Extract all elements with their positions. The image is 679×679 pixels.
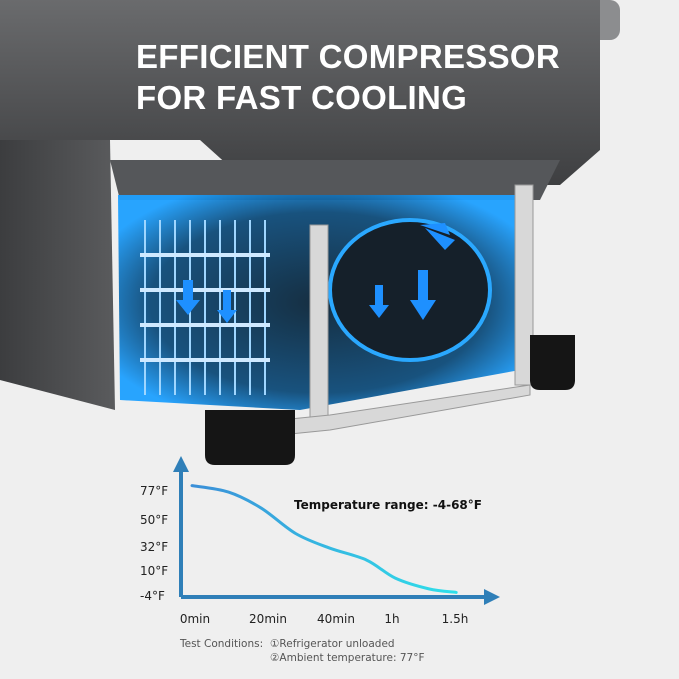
x-axis-arrow-icon	[484, 589, 500, 605]
y-tick-label: 10°F	[140, 564, 168, 578]
x-tick-label: 0min	[180, 612, 210, 626]
y-tick-label: -4°F	[140, 589, 165, 603]
test-condition-1: ①Refrigerator unloaded	[270, 638, 395, 650]
airflow-arrows	[176, 223, 455, 323]
headline-line-2: FOR FAST COOLING	[136, 79, 468, 116]
headline: EFFICIENT COMPRESSOR FOR FAST COOLING	[136, 36, 560, 118]
y-tick-label: 77°F	[140, 484, 168, 498]
cooler-foot-left	[205, 410, 295, 465]
x-tick-label: 20min	[249, 612, 287, 626]
headline-line-1: EFFICIENT COMPRESSOR	[136, 38, 561, 75]
test-condition-2: ②Ambient temperature: 77°F	[270, 652, 425, 664]
x-tick-label: 1h	[384, 612, 399, 626]
test-conditions-label: Test Conditions:	[180, 638, 264, 650]
cooler-product-image	[0, 0, 620, 465]
cooler-lid	[0, 0, 600, 185]
y-tick-label: 50°F	[140, 513, 168, 527]
cooling-chart: 77°F 50°F 32°F 10°F -4°F 0min 20min 40min 1h 1.5…	[140, 456, 500, 626]
condenser-coil	[140, 220, 270, 395]
temperature-curve	[190, 484, 458, 594]
temperature-range-annotation: Temperature range: -4-68°F	[294, 498, 482, 512]
cooler-foot-right	[530, 335, 575, 390]
y-tick-label: 32°F	[140, 540, 168, 554]
test-conditions: Test Conditions: ①Refrigerator unloaded …	[180, 637, 425, 665]
x-tick-label: 1.5h	[442, 612, 469, 626]
x-tick-label: 40min	[317, 612, 355, 626]
cooler-body	[0, 140, 115, 410]
y-axis-arrow-icon	[173, 456, 189, 472]
cooler-body-front	[110, 160, 560, 200]
compressor	[328, 218, 492, 362]
